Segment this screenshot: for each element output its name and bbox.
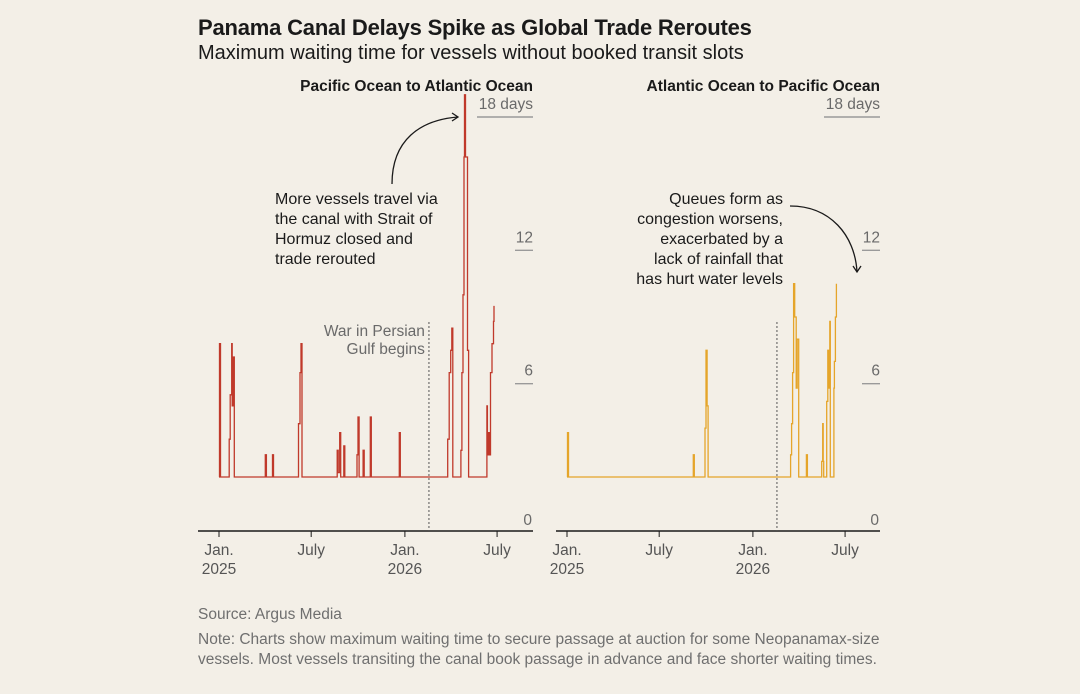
x-tick-label: Jan.	[204, 542, 233, 559]
annotation-text: Queues form as	[669, 191, 783, 208]
x-tick-year-label: 2025	[202, 561, 236, 578]
annotation-text: exacerbated by a	[660, 231, 783, 248]
chart-title: Panama Canal Delays Spike as Global Trad…	[198, 15, 752, 40]
y-tick-label: 0	[523, 512, 532, 529]
y-tick-label: 0	[870, 512, 879, 529]
annotation-text: the canal with Strait of	[275, 211, 433, 228]
annotation-text: congestion worsens,	[637, 211, 783, 228]
x-tick-year-label: 2025	[550, 561, 584, 578]
y-tick-label: 18 days	[826, 96, 881, 113]
annotation-text: Hormuz closed and	[275, 231, 413, 248]
panel-title: Atlantic Ocean to Pacific Ocean	[647, 78, 880, 95]
x-tick-year-label: 2026	[388, 561, 422, 578]
annotation-arrow	[391, 116, 459, 185]
y-tick-label: 18 days	[479, 96, 534, 113]
annotation-text: lack of rainfall that	[654, 251, 784, 268]
chart-panel-2: Atlantic Ocean to Pacific Ocean 0 6 12 18 da…	[550, 78, 880, 578]
series-line	[566, 283, 838, 478]
x-tick-label: July	[831, 542, 859, 559]
x-tick-label: Jan.	[390, 542, 419, 559]
annotation-text: More vessels travel via	[275, 191, 438, 208]
series-line	[218, 94, 495, 478]
panel-title: Pacific Ocean to Atlantic Ocean	[300, 78, 533, 95]
annotation-text: has hurt water levels	[636, 271, 783, 288]
x-tick-label: July	[483, 542, 511, 559]
y-tick-label: 6	[524, 363, 533, 380]
annotation-text: trade rerouted	[275, 251, 376, 268]
annotation-arrow	[789, 205, 858, 273]
annotation-arrowhead	[451, 112, 460, 122]
annotation-arrowhead	[852, 265, 862, 274]
y-tick-label: 6	[871, 363, 880, 380]
event-label: War in Persian	[324, 323, 425, 340]
x-tick-year-label: 2026	[736, 561, 770, 578]
chart-subtitle: Maximum waiting time for vessels without…	[198, 42, 744, 64]
footnote: Note: Charts show maximum waiting time t…	[198, 631, 880, 668]
x-tick-label: Jan.	[738, 542, 767, 559]
chart-panel-1: Pacific Ocean to Atlantic Ocean 0 6 12 18 da…	[198, 78, 533, 578]
event-label: Gulf begins	[347, 341, 426, 358]
source-note: Source: Argus Media	[198, 606, 342, 623]
y-tick-label: 12	[863, 229, 880, 246]
x-tick-label: July	[645, 542, 673, 559]
x-tick-label: July	[297, 542, 325, 559]
charts-canvas: Pacific Ocean to Atlantic Ocean 0 6 12 18 da…	[198, 78, 880, 578]
x-tick-label: Jan.	[552, 542, 581, 559]
y-tick-label: 12	[516, 229, 533, 246]
